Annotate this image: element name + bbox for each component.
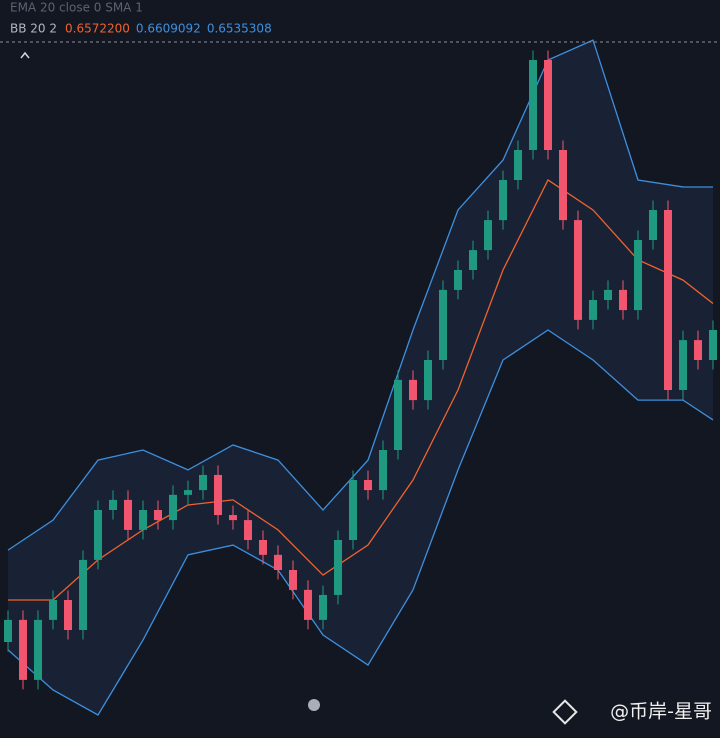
candle-body	[124, 499, 132, 530]
candles-layer	[4, 50, 717, 690]
candle-body	[64, 600, 72, 630]
candle-body	[379, 450, 387, 491]
candle-body	[664, 210, 672, 390]
candle-body	[529, 60, 537, 150]
candle-body	[334, 540, 342, 595]
candle-body	[244, 520, 252, 540]
candle-body	[4, 619, 12, 642]
candle-body	[34, 619, 42, 680]
candle-body	[424, 360, 432, 401]
candle-body	[154, 510, 162, 521]
candle-body	[709, 330, 717, 360]
candle-body	[109, 499, 117, 510]
candle-body	[484, 220, 492, 251]
candle-body	[634, 240, 642, 311]
candle-body	[274, 554, 282, 570]
bb-legend-label: BB 20 2	[10, 22, 57, 36]
watermark-logo	[552, 699, 578, 725]
middle-band	[8, 179, 714, 601]
candle-body	[559, 150, 567, 221]
bb-legend-value: 0.6609092	[136, 22, 201, 36]
candle-body	[214, 474, 222, 516]
candle-body	[364, 480, 372, 491]
candle-body	[499, 180, 507, 221]
candle-body	[604, 289, 612, 300]
candle-body	[304, 589, 312, 620]
candle-body	[289, 570, 297, 590]
bands-layer	[7, 39, 714, 716]
scroll-icon[interactable]	[308, 699, 320, 711]
candle-body	[454, 270, 462, 290]
candle-body	[439, 289, 447, 360]
candle-body	[49, 600, 57, 620]
candle-body	[349, 480, 357, 540]
candle-body	[19, 619, 27, 680]
candle-body	[139, 510, 147, 530]
watermark: @币岸-星哥	[610, 701, 712, 723]
candle-body	[259, 540, 267, 555]
bb-legend-value: 0.6535308	[207, 22, 272, 36]
candle-body	[319, 594, 327, 620]
lower-band	[7, 329, 714, 716]
candle-body	[79, 559, 87, 630]
band-fill	[8, 40, 713, 715]
candle-body	[199, 474, 207, 491]
candle-body	[619, 289, 627, 311]
candle-body	[694, 340, 702, 360]
upper-band	[7, 39, 714, 551]
candle-body	[514, 150, 522, 180]
candle-body	[94, 510, 102, 560]
candle-body	[169, 494, 177, 521]
collapse-icon[interactable]	[20, 51, 30, 59]
candle-body	[589, 300, 597, 320]
candle-body	[409, 379, 417, 401]
bb-legend-value: 0.6572200	[65, 22, 130, 36]
indicator-line: EMA 20 close 0 SMA 1	[10, 1, 143, 15]
candle-body	[184, 490, 192, 495]
candle-body	[649, 210, 657, 240]
candle-body	[469, 250, 477, 270]
candle-body	[574, 220, 582, 320]
candle-body	[229, 515, 237, 521]
candle-body	[679, 340, 687, 390]
candle-body	[394, 379, 402, 450]
candle-body	[544, 60, 552, 150]
